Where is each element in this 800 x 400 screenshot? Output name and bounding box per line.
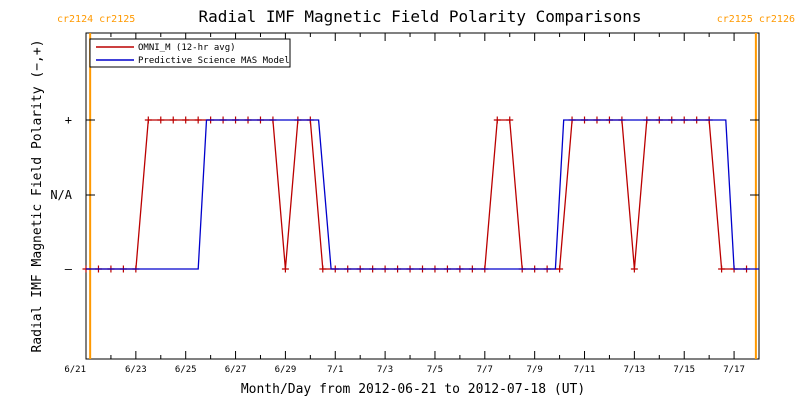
data-point-marker bbox=[281, 265, 289, 273]
x-tick-label: 7/11 bbox=[574, 365, 596, 375]
carrington-label-left: cr2124 cr2125 bbox=[57, 14, 135, 25]
x-axis-label: Month/Day from 2012-06-21 to 2012-07-18 … bbox=[241, 382, 585, 397]
data-point-marker bbox=[157, 116, 165, 124]
carrington-rotation-lines bbox=[89, 33, 757, 359]
x-tick-label: 7/3 bbox=[377, 365, 393, 375]
x-tick-label: 7/7 bbox=[477, 365, 493, 375]
plot-frame bbox=[85, 32, 760, 360]
x-tick-label: 6/27 bbox=[225, 365, 247, 375]
x-axis-ticks: 6/21 6/23 6/25 6/27 6/29 7/1 7/3 7/5 7/7 7/9 7/11 7… bbox=[64, 33, 760, 375]
y-tick-label: – bbox=[65, 262, 73, 276]
x-tick-label: 7/17 bbox=[723, 365, 745, 375]
data-point-marker bbox=[506, 116, 514, 124]
data-point-marker bbox=[144, 116, 152, 124]
data-point-marker bbox=[493, 116, 501, 124]
y-axis-ticks: – N/A + bbox=[50, 113, 759, 276]
legend-box bbox=[89, 38, 291, 68]
x-tick-label: 6/25 bbox=[175, 365, 197, 375]
y-tick-label: + bbox=[65, 113, 72, 127]
x-tick-label: 6/29 bbox=[275, 365, 297, 375]
chart-title: Radial IMF Magnetic Field Polarity Compa… bbox=[198, 7, 641, 26]
data-point-marker bbox=[718, 265, 726, 273]
legend-label-omni: OMNI_M (12-hr avg) bbox=[138, 43, 236, 53]
data-point-marker bbox=[556, 265, 564, 273]
x-tick-label: 7/15 bbox=[673, 365, 695, 375]
x-tick-label: 6/23 bbox=[125, 365, 147, 375]
series-line-1 bbox=[86, 119, 759, 270]
legend: OMNI_M (12-hr avg) Predictive Science MA… bbox=[89, 38, 291, 68]
x-tick-label: 7/5 bbox=[427, 365, 443, 375]
data-point-marker bbox=[194, 116, 202, 124]
x-tick-label: 6/21 bbox=[64, 365, 86, 375]
carrington-label-right: cr2125 cr2126 bbox=[717, 14, 795, 25]
x-tick-label: 7/1 bbox=[327, 365, 343, 375]
x-tick-label: 7/9 bbox=[527, 365, 543, 375]
series-line-0 bbox=[86, 119, 747, 270]
data-point-marker bbox=[182, 116, 190, 124]
data-point-marker bbox=[169, 116, 177, 124]
y-tick-label: N/A bbox=[50, 188, 72, 202]
x-tick-label: 7/13 bbox=[624, 365, 646, 375]
data-series bbox=[82, 116, 759, 273]
legend-label-mas: Predictive Science MAS Model bbox=[138, 56, 290, 66]
data-point-marker bbox=[319, 265, 327, 273]
y-axis-label: Radial IMF Magnetic Field Polarity (−,+) bbox=[30, 39, 45, 352]
data-point-marker bbox=[630, 265, 638, 273]
